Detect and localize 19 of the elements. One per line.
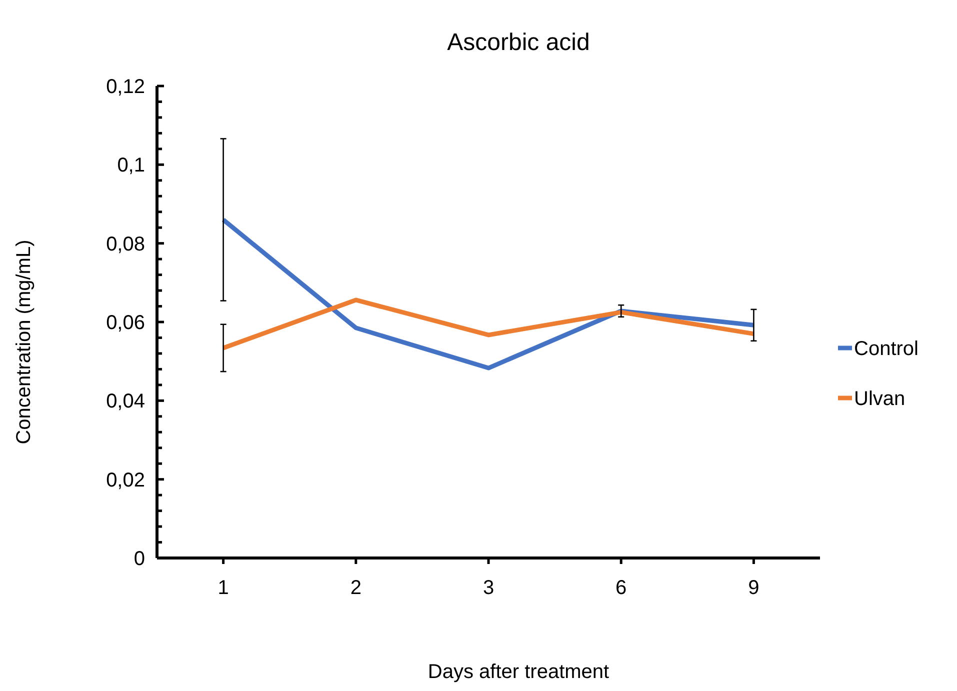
chart-title: Ascorbic acid <box>447 29 590 56</box>
y-tick-label: 0,12 <box>106 76 145 98</box>
y-tick-label: 0,04 <box>106 390 145 413</box>
legend-label: Control <box>854 338 918 360</box>
x-tick-label: 6 <box>616 577 627 599</box>
line-series <box>221 298 756 350</box>
y-tick-label: 0 <box>134 548 145 570</box>
y-tick-label: 0,06 <box>106 312 145 334</box>
legend-label: Ulvan <box>854 388 906 410</box>
y-tick-label: 0,02 <box>106 469 145 492</box>
y-tick-label: 0,08 <box>106 233 145 256</box>
x-tick-label: 2 <box>350 577 362 599</box>
y-axis-title: Concentration (mg/mL) <box>13 240 35 444</box>
x-tick-label: 1 <box>218 577 229 599</box>
x-axis-title: Days after treatment <box>428 661 610 683</box>
x-tick-label: 3 <box>482 577 494 599</box>
line-series <box>221 217 756 370</box>
x-tick-label: 9 <box>748 577 760 599</box>
y-tick-label: 0,1 <box>117 154 145 177</box>
